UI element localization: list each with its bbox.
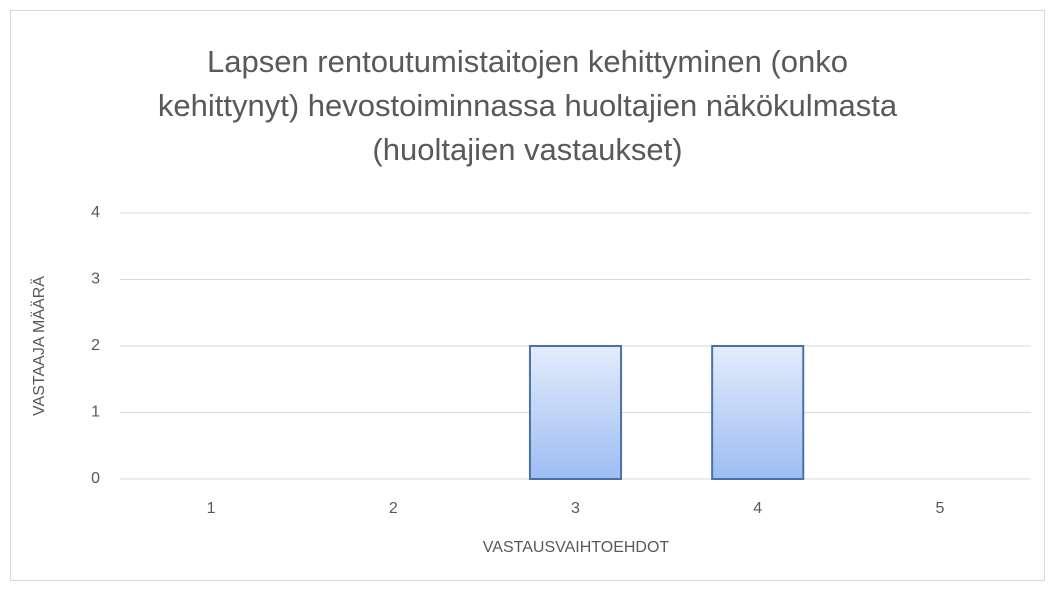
chart-title: Lapsen rentoutumistaitojen kehittyminen … bbox=[157, 44, 898, 167]
x-tick-label: 3 bbox=[571, 500, 580, 517]
chart-border bbox=[10, 10, 1045, 581]
x-tick-label: 5 bbox=[935, 500, 944, 517]
y-tick-label: 2 bbox=[91, 337, 100, 354]
y-axis-label: VASTAAJA MÄÄRÄ bbox=[30, 276, 48, 416]
y-tick-label: 4 bbox=[91, 204, 100, 221]
x-tick-label: 1 bbox=[207, 500, 216, 517]
y-tick-label: 3 bbox=[91, 271, 100, 288]
bar bbox=[528, 345, 623, 480]
bar bbox=[711, 345, 805, 480]
y-tick-label: 1 bbox=[91, 404, 100, 421]
x-axis-label: VASTAUSVAIHTOEHDOT bbox=[483, 539, 670, 556]
x-tick-label: 4 bbox=[753, 500, 762, 517]
y-tick-label: 0 bbox=[91, 470, 100, 487]
x-tick-label: 2 bbox=[389, 500, 398, 517]
